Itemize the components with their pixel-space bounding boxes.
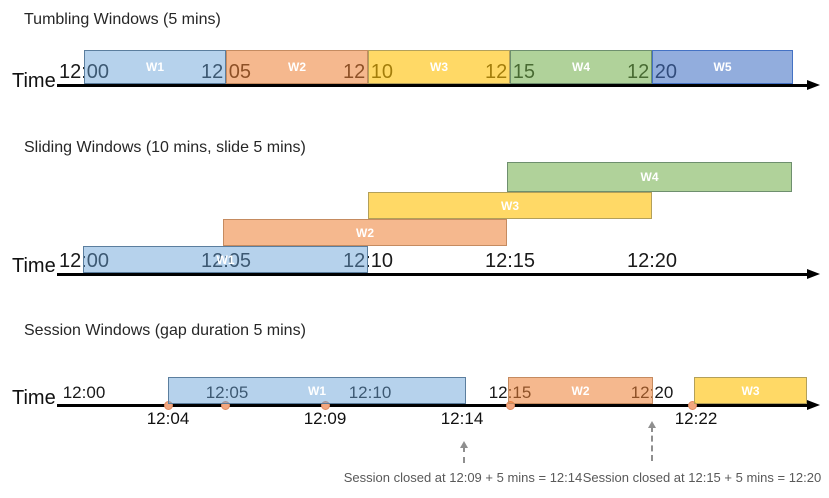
- tumbling-window-w3: W3: [368, 50, 510, 84]
- sliding-window-w3: W3: [368, 192, 652, 219]
- up-arrow-icon: [460, 441, 468, 463]
- sliding-window-w1: W1: [83, 246, 368, 273]
- tumbling-window-w2: W2: [226, 50, 368, 84]
- tumbling-window-w4: W4: [510, 50, 652, 84]
- event-time-label: 12:04: [146, 409, 190, 428]
- window-label: W2: [356, 225, 374, 240]
- window-label: W3: [741, 383, 760, 398]
- window-label: W2: [571, 383, 590, 398]
- window-label: W1: [308, 383, 326, 398]
- window-label: W1: [146, 60, 164, 74]
- session-time-axis-title: Time: [12, 387, 56, 409]
- tumbling-window-w1: W1: [84, 50, 226, 84]
- window-label: W5: [713, 60, 732, 74]
- event-dot: [687, 400, 697, 410]
- tumbling-time-axis: [57, 84, 808, 87]
- session-axis-arrowhead-icon: [807, 400, 820, 411]
- sliding-window-w2: W2: [223, 219, 507, 246]
- tumbling-axis-arrowhead-icon: [807, 80, 820, 91]
- tumbling-time-axis-title: Time: [12, 70, 56, 92]
- sliding-axis-tick-label: 12:15: [484, 250, 536, 272]
- sliding-time-axis-title: Time: [12, 255, 56, 277]
- tumbling-window-w5: W5: [652, 50, 793, 84]
- session-section-title: Session Windows (gap duration 5 mins): [24, 322, 306, 339]
- up-arrow-icon: [648, 421, 656, 461]
- session-window-w2: W2: [508, 377, 653, 404]
- event-dot: [320, 400, 330, 410]
- session-axis-tick-label: 12:10: [348, 383, 392, 402]
- session-callout-text: Session closed at 12:15 + 5 mins = 12:20: [582, 470, 822, 485]
- sliding-time-axis: [57, 273, 808, 276]
- window-label: W4: [640, 170, 659, 184]
- window-label: W2: [288, 60, 306, 74]
- window-label: W3: [501, 198, 519, 213]
- event-time-label: 12:22: [674, 409, 718, 428]
- sliding-axis-tick-label: 12:05: [200, 250, 252, 272]
- sliding-axis-arrowhead-icon: [807, 269, 820, 280]
- sliding-window-w4: W4: [507, 162, 792, 192]
- session-time-axis: [57, 404, 808, 407]
- window-label: W3: [430, 60, 448, 74]
- sliding-axis-tick-label: 12:20: [626, 250, 678, 272]
- event-time-label: 12:09: [303, 409, 347, 428]
- session-axis-tick-label: 12:05: [205, 383, 249, 402]
- event-time-label: 12:14: [440, 409, 484, 428]
- sliding-section-title: Sliding Windows (10 mins, slide 5 mins): [24, 139, 306, 156]
- window-label: W4: [572, 60, 590, 74]
- session-window-w3: W3: [694, 377, 807, 404]
- session-axis-tick-label: 12:00: [62, 383, 106, 402]
- sliding-axis-tick-label: 12:00: [58, 250, 110, 272]
- session-window-w1: W1: [168, 377, 466, 404]
- event-dot: [220, 400, 230, 410]
- window-label: W1: [216, 252, 235, 267]
- sliding-axis-tick-label: 12:10: [342, 250, 394, 272]
- tumbling-section-title: Tumbling Windows (5 mins): [24, 11, 221, 28]
- session-callout-text: Session closed at 12:09 + 5 mins = 12:14: [343, 470, 583, 485]
